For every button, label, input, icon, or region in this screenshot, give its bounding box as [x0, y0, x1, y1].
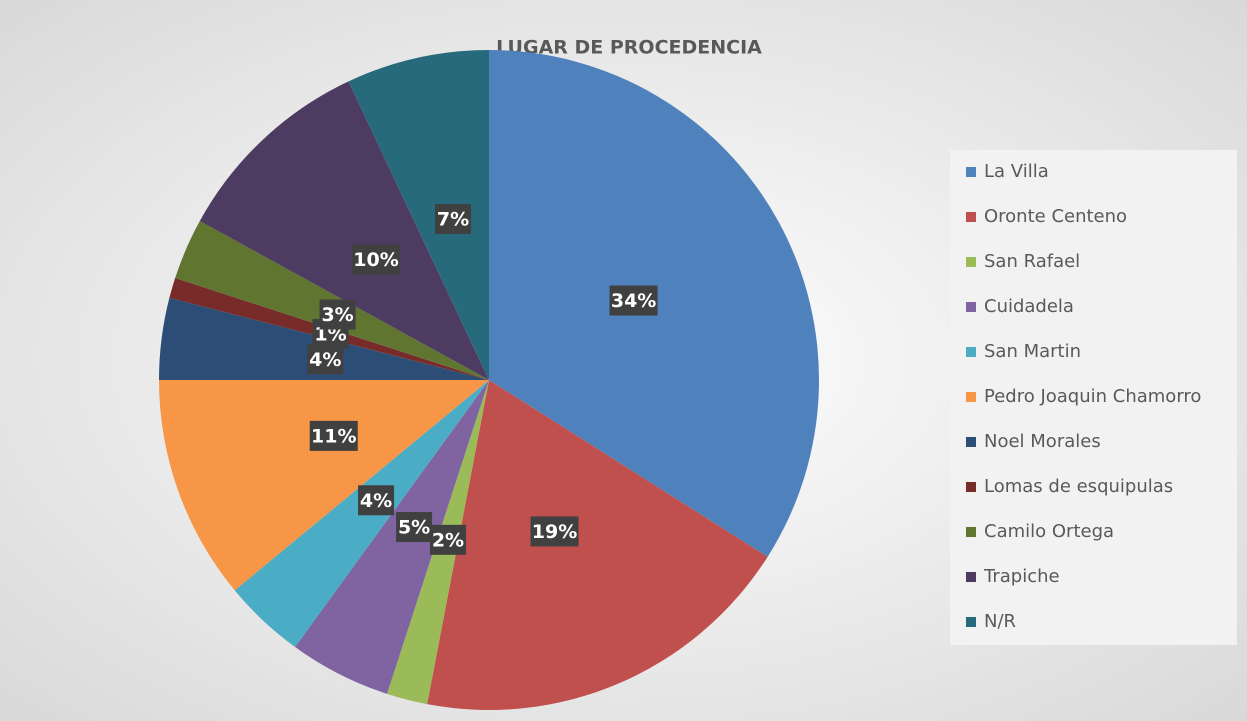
- data-label-box: [319, 299, 356, 330]
- pie-slice: [159, 380, 489, 591]
- legend-swatch: [966, 257, 976, 267]
- data-label-box: [309, 420, 358, 451]
- pie-slice: [427, 380, 768, 710]
- legend-label: Noel Morales: [984, 431, 1101, 452]
- legend-label: Trapiche: [983, 566, 1060, 587]
- data-label: 19%: [532, 521, 577, 543]
- legend-label: San Rafael: [984, 251, 1080, 272]
- data-label-box: [352, 244, 401, 275]
- legend-swatch: [966, 347, 976, 357]
- chart-title: LUGAR DE PROCEDENCIA: [496, 37, 762, 59]
- data-label-box: [396, 512, 433, 543]
- legend-swatch: [966, 167, 976, 177]
- legend-label: Camilo Ortega: [984, 521, 1114, 542]
- legend-swatch: [966, 572, 976, 582]
- legend-swatch: [966, 392, 976, 402]
- data-label: 3%: [321, 304, 353, 326]
- legend-label: Lomas de esquipulas: [984, 476, 1173, 497]
- data-label-box: [530, 516, 579, 547]
- data-label: 2%: [432, 529, 464, 551]
- data-label: 7%: [437, 208, 469, 230]
- pie-slice: [199, 81, 490, 380]
- legend-swatch: [966, 302, 976, 312]
- data-label: 10%: [353, 249, 398, 271]
- legend-label: Oronte Centeno: [984, 206, 1127, 227]
- legend-label: N/R: [984, 611, 1016, 632]
- data-label-box: [307, 344, 344, 375]
- data-label: 4%: [360, 490, 392, 512]
- legend-label: San Martin: [984, 341, 1081, 362]
- data-label-box: [429, 524, 466, 555]
- legend-swatch: [966, 617, 976, 627]
- data-label: 5%: [398, 517, 430, 539]
- data-label: 34%: [611, 290, 656, 312]
- data-label: 11%: [311, 425, 356, 447]
- legend-swatch: [966, 212, 976, 222]
- legend-box: [950, 150, 1237, 645]
- legend-swatch: [966, 527, 976, 537]
- pie-slice: [348, 50, 489, 380]
- legend-label: La Villa: [984, 161, 1049, 182]
- legend-swatch: [966, 437, 976, 447]
- data-label-box: [435, 203, 472, 234]
- data-label-box: [358, 485, 395, 516]
- data-label-box: [609, 285, 658, 316]
- legend-label: Pedro Joaquin Chamorro: [984, 386, 1201, 407]
- pie-slice: [295, 380, 489, 694]
- legend-label: Cuidadela: [984, 296, 1074, 317]
- data-label: 4%: [309, 349, 341, 371]
- legend-swatch: [966, 482, 976, 492]
